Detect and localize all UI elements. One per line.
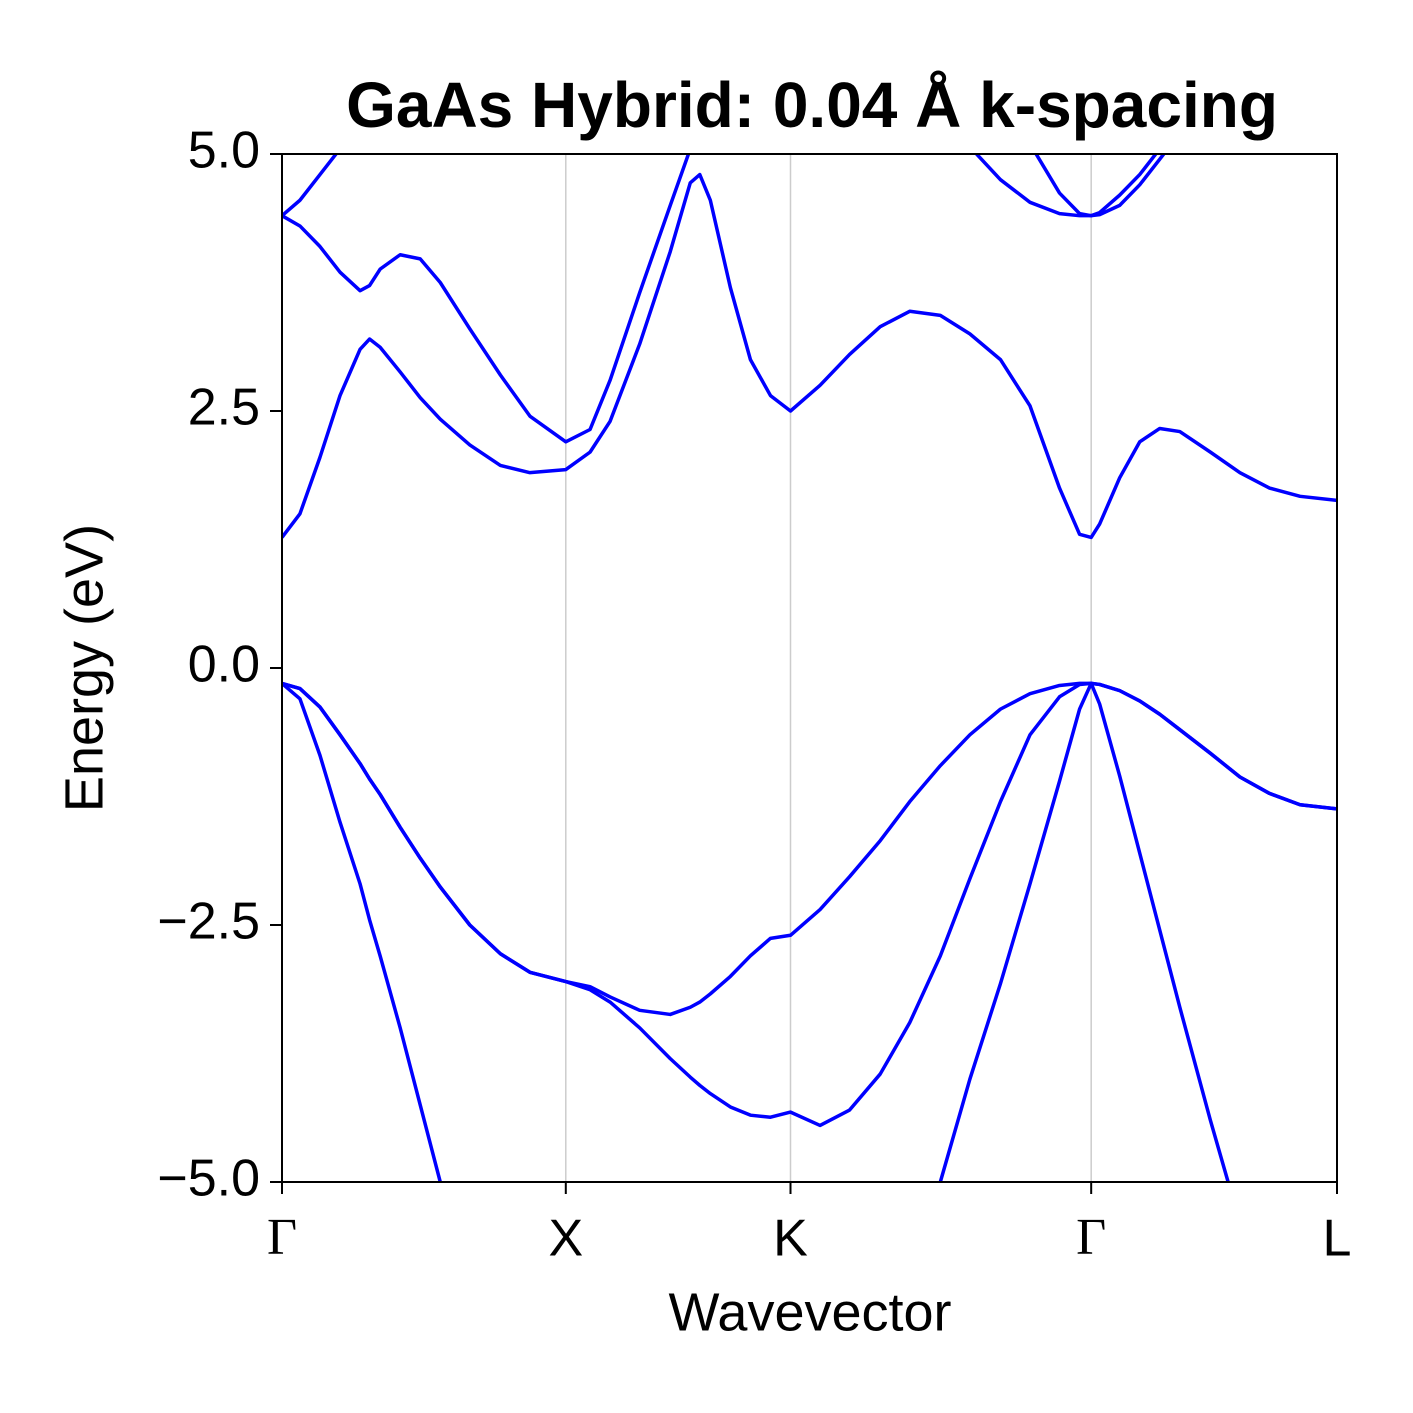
- band-line: [282, 681, 1230, 1182]
- y-tick-label: 5.0: [188, 122, 260, 180]
- chart-title: GaAs Hybrid: 0.04 Å k-spacing: [346, 69, 1278, 141]
- band-line: [282, 154, 1158, 218]
- x-tick-label: L: [1323, 1210, 1352, 1268]
- y-tick-label: −5.0: [157, 1150, 260, 1208]
- y-tick-label: −2.5: [157, 893, 260, 951]
- x-tick-label: Γ: [1076, 1209, 1106, 1266]
- x-axis-label: Wavevector: [668, 1282, 951, 1342]
- y-axis-label: Energy (eV): [54, 524, 114, 812]
- y-tick-label: 0.0: [188, 636, 260, 694]
- plot-lines: [282, 154, 1337, 1182]
- band-line: [282, 681, 1337, 1017]
- x-tick-label: X: [548, 1210, 583, 1268]
- x-tick-label: K: [773, 1210, 808, 1268]
- x-tick-label: Γ: [267, 1209, 297, 1266]
- y-tick-label: 2.5: [188, 379, 260, 437]
- plot-frame: [281, 153, 1338, 1183]
- band-line: [282, 172, 1337, 540]
- band-line: [282, 681, 1337, 1128]
- band-line: [282, 154, 1166, 444]
